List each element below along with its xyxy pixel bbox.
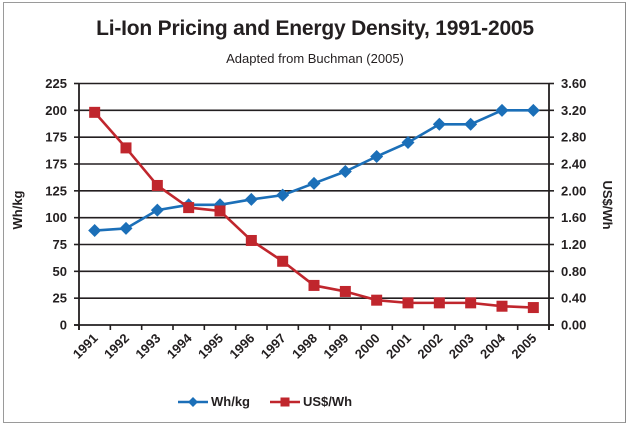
right-tick-label: 3.20	[561, 103, 586, 118]
series-us-wh	[89, 106, 539, 314]
data-point	[214, 205, 226, 217]
x-tick-label: 2004	[477, 330, 509, 362]
left-tick-label: 50	[53, 264, 67, 279]
x-tick-label: 1992	[101, 331, 132, 362]
x-tick-label: 2005	[508, 331, 539, 362]
left-tick-label: 175	[45, 157, 67, 172]
data-point	[527, 302, 539, 314]
x-axis-ticks: 1991 1992 1993 1994 1995 1996 1997 1998 1999 2000…	[70, 325, 550, 362]
data-point	[183, 202, 195, 214]
data-point	[432, 117, 446, 131]
x-tick-label: 1995	[195, 331, 226, 362]
right-tick-label: 2.00	[561, 183, 586, 198]
data-point	[402, 297, 414, 309]
data-point	[308, 279, 320, 291]
left-tick-label: 175	[45, 130, 67, 145]
x-tick-label: 1997	[258, 331, 289, 362]
data-point	[371, 294, 383, 306]
right-axis-ticks: 0.00 0.40 0.80 1.20 1.60 2.00 2.40 2.80 3.20 3.60	[549, 76, 586, 333]
data-point	[244, 192, 258, 206]
data-point	[338, 165, 352, 179]
right-tick-label: 0.00	[561, 318, 586, 333]
legend-marker-square-icon	[270, 397, 300, 406]
legend-item-us-wh: US$/Wh	[270, 394, 352, 409]
left-axis-title: Wh/kg	[10, 190, 25, 229]
data-point	[465, 297, 477, 309]
left-tick-label: 25	[53, 291, 67, 306]
data-point	[151, 179, 163, 191]
right-axis-title: US$/Wh	[600, 180, 615, 229]
right-tick-label: 3.60	[561, 76, 586, 91]
chart-subtitle: Adapted from Buchman (2005)	[226, 51, 404, 66]
x-tick-label: 2000	[352, 331, 383, 362]
data-point	[307, 176, 321, 190]
left-tick-label: 125	[45, 183, 67, 198]
right-tick-label: 0.80	[561, 264, 586, 279]
data-point	[526, 103, 540, 117]
data-point	[495, 103, 509, 117]
data-point	[401, 136, 415, 150]
chart-title: Li-Ion Pricing and Energy Density, 1991-…	[96, 17, 534, 40]
right-tick-label: 2.80	[561, 130, 586, 145]
data-point	[245, 234, 257, 246]
data-point	[120, 142, 132, 154]
data-point	[88, 224, 102, 238]
right-tick-label: 0.40	[561, 291, 586, 306]
right-tick-label: 1.60	[561, 210, 586, 225]
right-tick-label: 1.20	[561, 237, 586, 252]
data-point	[276, 188, 290, 202]
data-point	[496, 300, 508, 312]
x-tick-label: 1999	[320, 331, 351, 362]
data-point	[464, 117, 478, 131]
data-point	[433, 297, 445, 309]
left-axis-ticks: 0 25 50 75 100 125 175 175 200 225	[45, 76, 79, 333]
axes	[74, 83, 554, 330]
data-point	[277, 255, 289, 267]
x-tick-label: 1991	[70, 331, 101, 362]
data-point	[119, 221, 133, 235]
gridlines	[79, 82, 549, 299]
left-tick-label: 200	[45, 103, 67, 118]
x-tick-label: 2001	[383, 331, 414, 362]
x-tick-label: 2003	[446, 331, 477, 362]
left-tick-label: 225	[45, 76, 67, 91]
right-tick-label: 2.40	[561, 157, 586, 172]
chart-frame	[3, 2, 626, 423]
x-tick-label: 2002	[414, 331, 445, 362]
left-tick-label: 100	[45, 210, 67, 225]
x-tick-label: 1998	[289, 331, 320, 362]
legend-label: Wh/kg	[211, 394, 250, 409]
data-point	[150, 203, 164, 217]
x-tick-label: 1993	[132, 331, 163, 362]
legend-label: US$/Wh	[303, 394, 353, 409]
left-tick-label: 0	[60, 318, 67, 333]
data-point	[370, 149, 384, 163]
legend: Wh/kg US$/Wh	[178, 394, 372, 409]
legend-marker-diamond-icon	[178, 396, 208, 407]
data-point	[89, 106, 101, 118]
x-tick-label: 1994	[164, 330, 196, 362]
series-group	[88, 103, 540, 314]
left-tick-label: 75	[53, 237, 67, 252]
x-tick-label: 1996	[226, 331, 257, 362]
legend-item-wh-kg: Wh/kg	[178, 394, 250, 409]
data-point	[339, 285, 351, 297]
